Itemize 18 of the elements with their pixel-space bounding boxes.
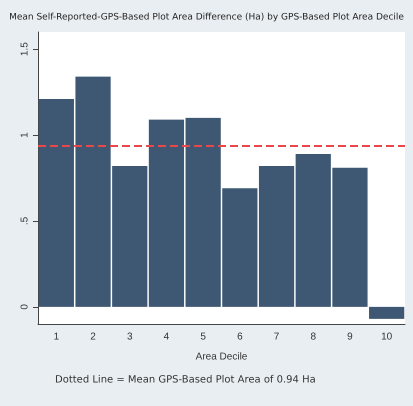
x-axis-title: Area Decile	[196, 352, 248, 362]
x-tick-label: 7	[274, 332, 280, 342]
x-tick-label: 3	[126, 332, 133, 342]
text: Dotted Line = Mean GPS-Based Plot Area of 0.94 Ha	[55, 374, 316, 386]
chart-title: Mean Self-Reported-GPS-Based Plot Area Difference (Ha) by GPS-Based Plot Area Decile	[9, 12, 404, 22]
x-tick-label: 10	[381, 332, 393, 342]
y-tick-label: 1.5	[20, 42, 30, 56]
bar	[369, 306, 404, 319]
y-tick-label: .5	[20, 216, 30, 226]
x-tick-label: 9	[347, 332, 354, 342]
x-tick-label: 5	[200, 332, 206, 342]
x-tick-label: 2	[90, 332, 96, 342]
x-tick-label: 1	[54, 332, 60, 342]
y-tick-label: 1	[20, 132, 30, 138]
y-tick-label: 0	[20, 304, 30, 310]
x-tick-label: 4	[164, 332, 170, 342]
x-tick-label: 8	[310, 332, 316, 342]
x-tick-label: 6	[237, 332, 244, 342]
